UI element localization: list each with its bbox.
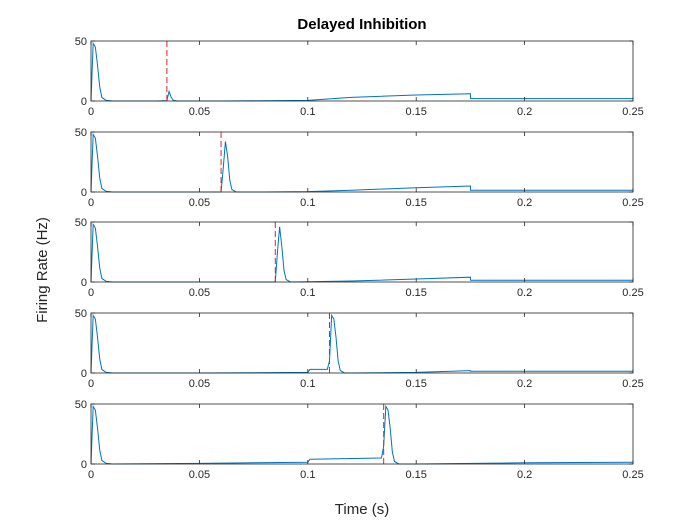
y-axis-label: Firing Rate (Hz)	[34, 217, 51, 323]
subplot-1: 0 0.05 0.1 0.15 0.2 0.25 0 50	[75, 36, 644, 118]
subplot-3: 0 0.05 0.1 0.15 0.2 0.25 0 50	[75, 217, 644, 299]
chart-title: Delayed Inhibition	[297, 16, 426, 33]
x-tick-label: 0.1	[300, 106, 315, 118]
x-tick-label: 0.2	[517, 378, 532, 390]
x-tick-label: 0	[88, 469, 94, 481]
y-tick-label: 50	[75, 217, 87, 229]
x-tick-label: 0	[88, 378, 94, 390]
x-tick-label: 0.2	[517, 106, 532, 118]
y-tick-label: 50	[75, 399, 87, 411]
axes-box	[90, 221, 634, 283]
plot-area	[91, 222, 633, 282]
x-tick-label: 0.2	[517, 197, 532, 209]
x-tick-label: 0.25	[622, 106, 643, 118]
x-tick-label: 0.2	[517, 469, 532, 481]
y-tick-label: 0	[81, 187, 87, 199]
y-tick-label: 0	[81, 368, 87, 380]
x-tick-label: 0.05	[189, 287, 210, 299]
y-tick-label: 0	[81, 277, 87, 289]
plot-area	[91, 404, 633, 464]
subplot-5: 0 0.05 0.1 0.15 0.2 0.25 0 50	[75, 399, 644, 481]
x-tick-label: 0.05	[189, 469, 210, 481]
x-tick-label: 0.15	[405, 106, 426, 118]
x-tick-label: 0.2	[517, 287, 532, 299]
x-tick-label: 0.05	[189, 106, 210, 118]
x-tick-label: 0.1	[300, 378, 315, 390]
subplot-2: 0 0.05 0.1 0.15 0.2 0.25 0 50	[75, 127, 644, 209]
y-tick-label: 50	[75, 36, 87, 48]
x-tick-label: 0.15	[405, 378, 426, 390]
x-tick-label: 0.25	[622, 287, 643, 299]
axes-box	[90, 131, 634, 193]
x-tick-label: 0	[88, 106, 94, 118]
y-tick-label: 0	[81, 459, 87, 471]
axes-box	[90, 312, 634, 374]
x-tick-label: 0.15	[405, 287, 426, 299]
x-tick-label: 0.15	[405, 469, 426, 481]
x-tick-label: 0.25	[622, 197, 643, 209]
axes-box	[90, 40, 634, 102]
x-tick-label: 0.1	[300, 469, 315, 481]
series-line	[90, 132, 633, 193]
x-tick-label: 0	[88, 197, 94, 209]
x-tick-label: 0.05	[189, 197, 210, 209]
plot-area	[91, 41, 633, 101]
y-tick-label: 0	[81, 96, 87, 108]
x-tick-label: 0.1	[300, 287, 315, 299]
x-tick-label: 0.05	[189, 378, 210, 390]
x-axis-label: Time (s)	[335, 501, 389, 518]
plot-area	[91, 132, 633, 192]
x-tick-label: 0.25	[622, 469, 643, 481]
series-line	[90, 41, 633, 102]
subplot-4: 0 0.05 0.1 0.15 0.2 0.25 0 50	[75, 308, 644, 390]
axes-box	[90, 403, 634, 465]
x-tick-label: 0.1	[300, 197, 315, 209]
x-tick-label: 0.25	[622, 378, 643, 390]
series-line	[90, 404, 634, 465]
plot-area	[91, 313, 633, 373]
y-tick-label: 50	[75, 127, 87, 139]
x-tick-label: 0	[88, 287, 94, 299]
y-tick-label: 50	[75, 308, 87, 320]
series-line	[90, 222, 633, 283]
x-tick-label: 0.15	[405, 197, 426, 209]
